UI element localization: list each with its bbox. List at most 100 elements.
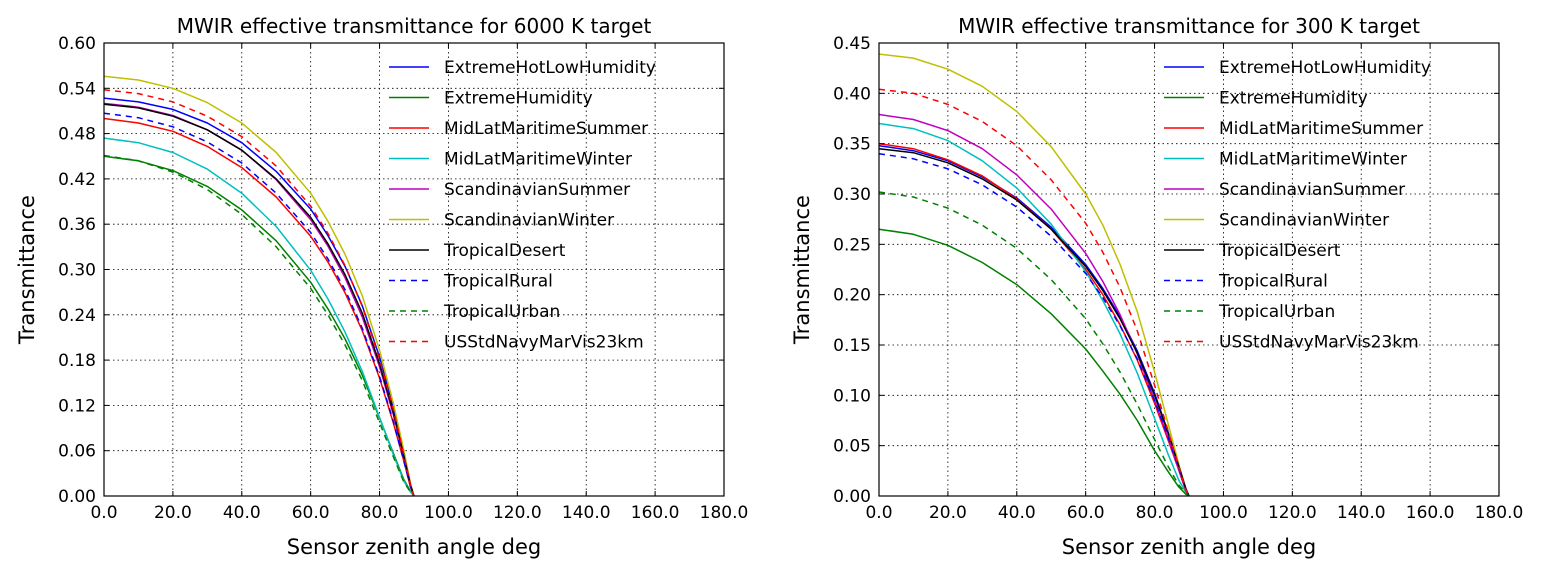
series-line-MidLatMaritimeWinter xyxy=(103,137,415,497)
x-tick-label: 180.0 xyxy=(700,503,749,523)
legend-label: ScandinavianWinter xyxy=(444,211,614,231)
series-line-TropicalUrban xyxy=(878,191,1190,497)
legend-label: TropicalUrban xyxy=(443,302,560,322)
legend-label: ExtremeHumidity xyxy=(444,89,593,109)
series-line-ExtremeHumidity xyxy=(103,155,415,497)
y-tick-label: 0.60 xyxy=(58,34,96,54)
x-tick-label: 120.0 xyxy=(1268,503,1317,523)
legend-label: MidLatMaritimeWinter xyxy=(444,150,632,170)
series-line-ScandinavianWinter xyxy=(103,75,415,497)
y-tick-label: 0.00 xyxy=(58,487,96,507)
legend-entry: TropicalUrban xyxy=(1164,302,1335,322)
y-tick-label: 0.20 xyxy=(833,286,871,306)
x-tick-label: 20.0 xyxy=(154,503,192,523)
x-tick-label: 80.0 xyxy=(1136,503,1174,523)
legend-entry: ExtremeHumidity xyxy=(389,89,593,109)
y-tick-label: 0.00 xyxy=(833,487,871,507)
y-tick-label: 0.12 xyxy=(58,396,96,416)
legend-label: MidLatMaritimeWinter xyxy=(1219,150,1407,170)
legend-entry: ExtremeHotLowHumidity xyxy=(389,58,656,78)
series-line-ExtremeHumidity xyxy=(878,228,1190,497)
x-tick-label: 0.0 xyxy=(865,503,892,523)
x-tick-label: 120.0 xyxy=(493,503,542,523)
x-tick-label: 40.0 xyxy=(223,503,261,523)
plot-frame xyxy=(878,42,1500,497)
y-tick-label: 0.54 xyxy=(58,79,96,99)
y-tick-label: 0.25 xyxy=(833,235,871,255)
y-tick-label: 0.30 xyxy=(833,185,871,205)
series-lines xyxy=(103,75,415,497)
grid xyxy=(104,43,724,496)
y-tick-label: 0.24 xyxy=(58,306,96,326)
legend-entry: MidLatMaritimeSummer xyxy=(389,119,648,139)
legend-entry: TropicalRural xyxy=(1164,272,1328,292)
x-tick-label: 140.0 xyxy=(1337,503,1386,523)
legend-label: ExtremeHumidity xyxy=(1219,89,1368,109)
y-tick-label: 0.42 xyxy=(58,170,96,190)
x-tick-label: 60.0 xyxy=(292,503,330,523)
legend: ExtremeHotLowHumidity ExtremeHumidity MidL… xyxy=(389,58,656,353)
grid xyxy=(879,43,1499,496)
legend-entry: MidLatMaritimeWinter xyxy=(1164,150,1407,170)
x-axis-label: Sensor zenith angle deg xyxy=(287,535,541,559)
x-tick-label: 20.0 xyxy=(929,503,967,523)
legend-label: TropicalUrban xyxy=(1218,302,1335,322)
x-tick-label: 160.0 xyxy=(631,503,680,523)
legend-label: TropicalRural xyxy=(443,272,553,292)
series-lines xyxy=(878,53,1190,497)
legend-entry: ScandinavianSummer xyxy=(389,180,630,200)
series-line-ExtremeHotLowHumidity xyxy=(103,97,415,497)
y-tick-label: 0.05 xyxy=(833,437,871,457)
x-tick-label: 140.0 xyxy=(562,503,611,523)
legend-entry: TropicalDesert xyxy=(389,241,566,261)
legend: ExtremeHotLowHumidity ExtremeHumidity MidL… xyxy=(1164,58,1431,353)
legend-entry: ExtremeHotLowHumidity xyxy=(1164,58,1431,78)
x-tick-label: 180.0 xyxy=(1475,503,1524,523)
legend-label: TropicalDesert xyxy=(443,241,566,261)
x-tick-label: 40.0 xyxy=(998,503,1036,523)
legend-label: ScandinavianSummer xyxy=(444,180,630,200)
series-line-TropicalRural xyxy=(103,112,415,497)
chart-right: MWIR effective transmittance for 300 K t… xyxy=(790,14,1523,559)
legend-label: ExtremeHotLowHumidity xyxy=(1219,58,1431,78)
x-tick-label: 100.0 xyxy=(424,503,473,523)
series-line-MidLatMaritimeSummer xyxy=(878,142,1190,497)
legend-entry: USStdNavyMarVis23km xyxy=(1164,333,1419,353)
legend-entry: ScandinavianWinter xyxy=(389,211,614,231)
y-tick-label: 0.48 xyxy=(58,125,96,145)
y-tick-label: 0.30 xyxy=(58,261,96,281)
legend-label: ScandinavianWinter xyxy=(1219,211,1389,231)
series-line-TropicalDesert xyxy=(878,147,1190,497)
x-axis-label: Sensor zenith angle deg xyxy=(1062,535,1316,559)
y-tick-label: 0.10 xyxy=(833,386,871,406)
legend-entry: TropicalRural xyxy=(389,272,553,292)
legend-entry: USStdNavyMarVis23km xyxy=(389,333,644,353)
legend-label: USStdNavyMarVis23km xyxy=(1219,333,1419,353)
series-line-MidLatMaritimeSummer xyxy=(103,117,415,497)
x-tick-label: 0.0 xyxy=(90,503,117,523)
chart-left: MWIR effective transmittance for 6000 K … xyxy=(15,14,748,559)
series-line-TropicalUrban xyxy=(103,154,415,497)
legend-label: MidLatMaritimeSummer xyxy=(444,119,648,139)
x-tick-label: 160.0 xyxy=(1406,503,1455,523)
series-line-USStdNavyMarVis23km xyxy=(878,88,1190,497)
series-line-TropicalDesert xyxy=(103,103,415,497)
y-tick-label: 0.45 xyxy=(833,34,871,54)
legend-entry: TropicalUrban xyxy=(389,302,560,322)
y-axis-label: Transmittance xyxy=(790,195,814,345)
y-tick-label: 0.36 xyxy=(58,215,96,235)
ticks: 0.0 20.0 40.0 60.0 80.0 100.0 120.0 140.0 160.0 1… xyxy=(833,34,1523,523)
legend-label: TropicalDesert xyxy=(1218,241,1341,261)
legend-label: ScandinavianSummer xyxy=(1219,180,1405,200)
chart-title: MWIR effective transmittance for 300 K t… xyxy=(958,14,1420,38)
y-tick-label: 0.35 xyxy=(833,135,871,155)
legend-label: TropicalRural xyxy=(1218,272,1328,292)
y-axis-label: Transmittance xyxy=(15,195,39,345)
ticks: 0.0 20.0 40.0 60.0 80.0 100.0 120.0 140.0 160.0 1… xyxy=(58,34,748,523)
series-line-TropicalRural xyxy=(878,152,1190,497)
chart-title: MWIR effective transmittance for 6000 K … xyxy=(177,14,652,38)
x-tick-label: 80.0 xyxy=(361,503,399,523)
legend-entry: MidLatMaritimeWinter xyxy=(389,150,632,170)
